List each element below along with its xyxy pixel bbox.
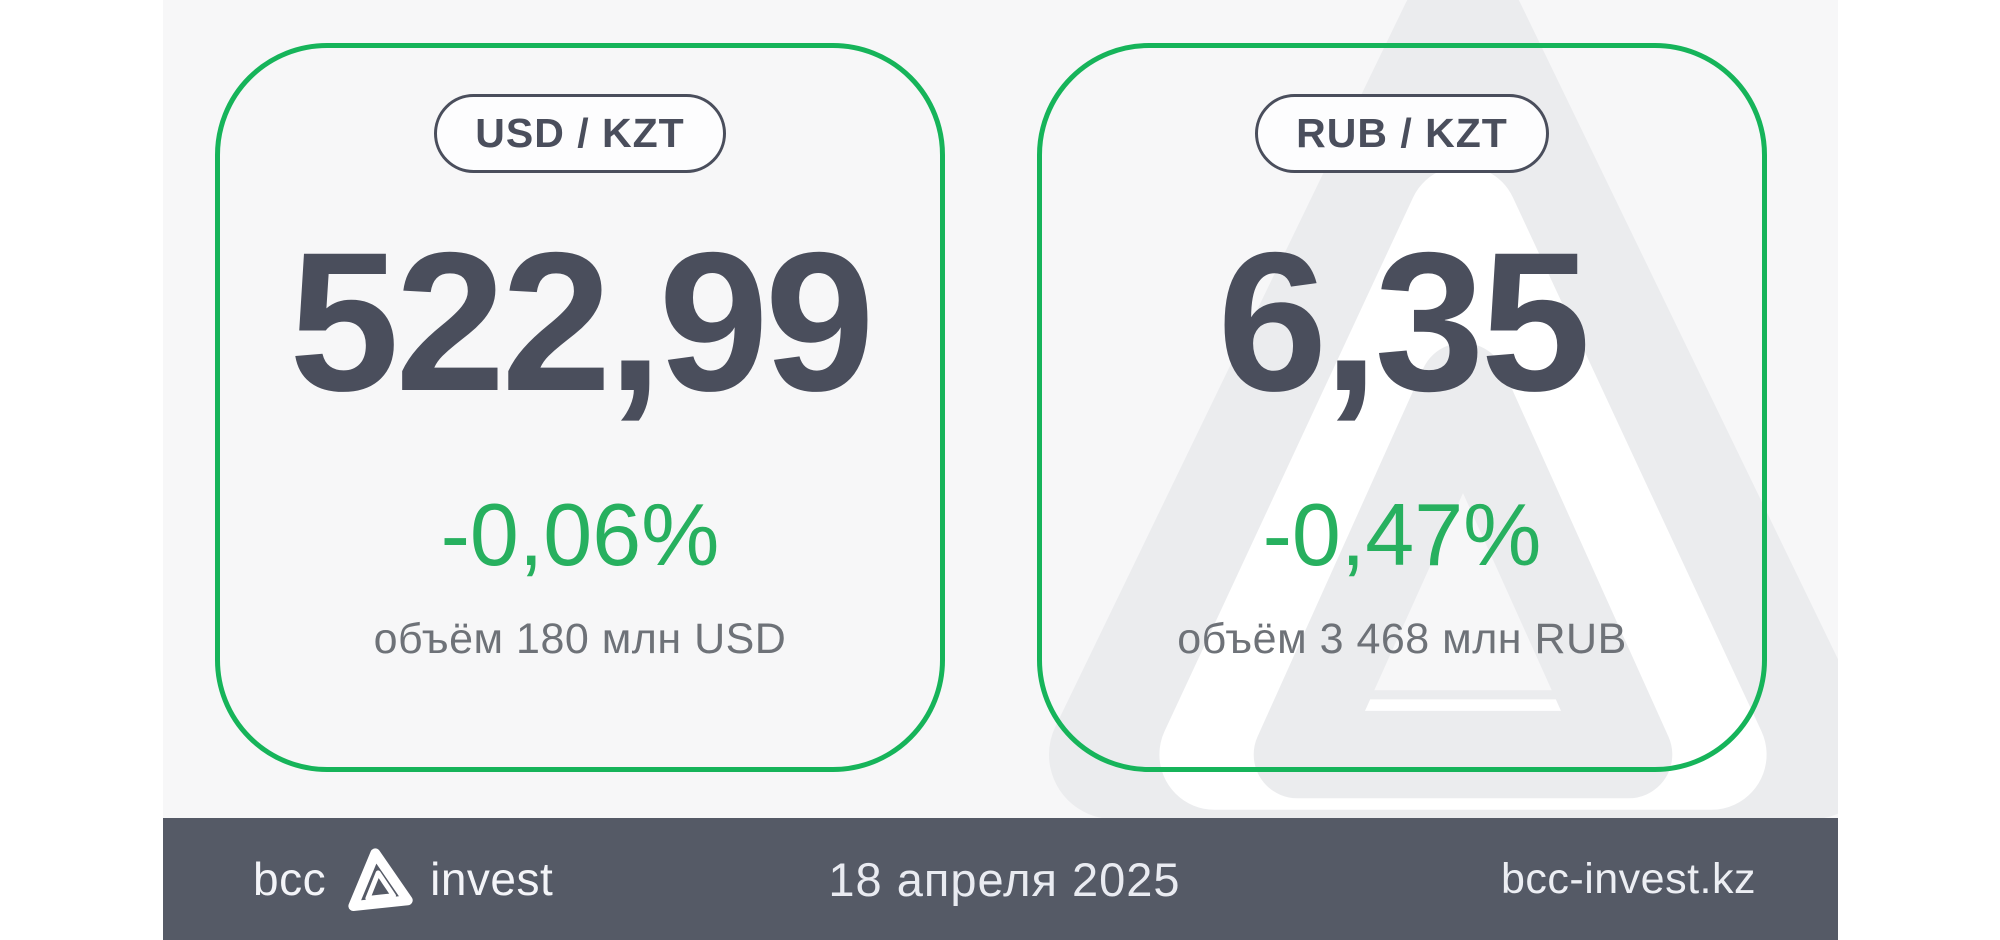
brand-text-invest: invest — [430, 853, 554, 905]
rate-volume: объём 180 млн USD — [373, 615, 787, 664]
content-area: USD / KZT 522,99 -0,06% объём 180 млн US… — [163, 0, 1838, 940]
rate-value: 522,99 — [289, 211, 875, 433]
rate-card-rub-kzt: RUB / KZT 6,35 -0,47% объём 3 468 млн RU… — [1037, 43, 1767, 772]
brand-text-bcc: bcc — [253, 853, 327, 905]
rate-change: -0,06% — [440, 485, 720, 585]
rate-change: -0,47% — [1262, 485, 1542, 585]
bcc-triangle-logo-icon — [348, 848, 413, 911]
rate-card-usd-kzt: USD / KZT 522,99 -0,06% объём 180 млн US… — [215, 43, 945, 772]
date-label: 18 апреля 2025 — [828, 852, 1181, 906]
cards-zone: USD / KZT 522,99 -0,06% объём 180 млн US… — [163, 0, 1838, 818]
pair-badge: USD / KZT — [434, 94, 726, 174]
brand-logo: bcc invest — [253, 841, 553, 917]
website-label: bcc-invest.kz — [1500, 854, 1756, 903]
footer-bar: bcc invest 18 апреля 2025 bcc-invest.kz — [163, 818, 1838, 940]
rate-value: 6,35 — [1217, 211, 1590, 433]
pair-badge: RUB / KZT — [1255, 94, 1549, 174]
rate-volume: объём 3 468 млн RUB — [1177, 615, 1627, 664]
